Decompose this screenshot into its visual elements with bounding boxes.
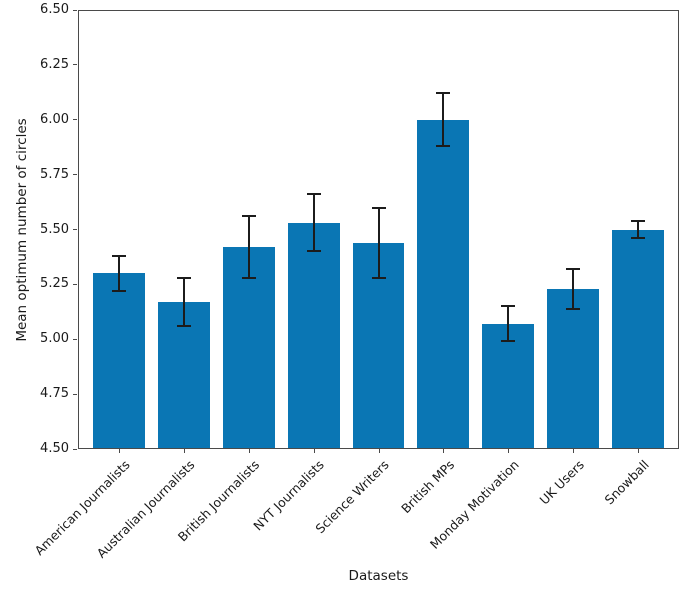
error-bar-cap-bottom xyxy=(501,340,516,343)
error-bar-cap-top xyxy=(631,219,646,222)
y-tick-mark xyxy=(73,174,77,176)
error-bar-cap-top xyxy=(566,268,581,270)
error-bar-line xyxy=(507,306,510,342)
y-tick-label: 5.75 xyxy=(40,166,69,182)
bar xyxy=(92,273,145,448)
bar xyxy=(612,229,665,448)
bar xyxy=(547,288,600,448)
x-tick-mark xyxy=(248,449,250,453)
y-tick-mark xyxy=(73,9,77,11)
error-bar-cap-bottom xyxy=(631,237,646,240)
y-tick-mark xyxy=(73,393,77,395)
error-bar-cap-bottom xyxy=(436,145,451,148)
x-axis-title: Datasets xyxy=(348,568,409,584)
y-tick-mark xyxy=(73,283,77,285)
y-tick-mark xyxy=(73,338,77,340)
y-tick-label: 5.50 xyxy=(40,221,69,237)
x-tick-mark xyxy=(313,449,315,453)
error-bar-cap-bottom xyxy=(306,250,321,253)
x-tick-mark xyxy=(508,449,510,453)
bar xyxy=(222,247,275,448)
error-bar-cap-top xyxy=(371,206,386,209)
x-tick-mark xyxy=(378,449,380,453)
error-bar-cap-bottom xyxy=(566,307,581,310)
y-tick-label: 4.50 xyxy=(40,441,69,456)
y-tick-label: 6.25 xyxy=(40,56,69,72)
bar xyxy=(482,323,535,448)
error-bar-cap-top xyxy=(241,215,256,218)
error-bar-line xyxy=(377,207,380,278)
y-tick-label: 5.00 xyxy=(40,331,69,347)
error-bar-cap-bottom xyxy=(176,325,191,328)
x-tick-mark xyxy=(573,449,575,453)
y-tick-mark xyxy=(73,119,77,121)
y-tick-label: 6.00 xyxy=(40,111,69,127)
error-bar-cap-top xyxy=(111,254,126,257)
y-tick-label: 4.75 xyxy=(40,386,69,402)
x-tick-mark xyxy=(118,449,120,453)
bar xyxy=(287,222,340,448)
error-bar-line xyxy=(442,93,445,147)
x-tick-mark xyxy=(638,449,640,453)
error-bar-line xyxy=(572,269,575,309)
error-bar-cap-bottom xyxy=(371,276,386,279)
error-bar-cap-bottom xyxy=(111,289,126,292)
y-tick-mark xyxy=(73,448,77,450)
x-tick-mark xyxy=(183,449,185,453)
error-bar-cap-top xyxy=(436,92,451,95)
x-tick-label: British MPs xyxy=(397,457,457,517)
error-bar-line xyxy=(312,194,315,252)
bar xyxy=(417,119,470,448)
x-tick-mark xyxy=(443,449,445,453)
error-bar-line xyxy=(247,216,250,278)
x-tick-label: UK Users xyxy=(536,457,587,508)
error-bar-line xyxy=(182,277,185,327)
error-bar-cap-top xyxy=(176,276,191,279)
error-bar-line xyxy=(117,255,120,291)
y-tick-label: 6.50 xyxy=(40,2,69,17)
y-tick-mark xyxy=(73,229,77,230)
error-bar-cap-top xyxy=(501,305,516,308)
error-bar-line xyxy=(637,220,640,239)
y-tick-label: 5.25 xyxy=(40,276,69,292)
error-bar-cap-bottom xyxy=(241,276,256,279)
error-bar-cap-top xyxy=(306,193,321,196)
y-tick-mark xyxy=(73,64,77,66)
x-tick-label: Snowball xyxy=(601,457,652,508)
